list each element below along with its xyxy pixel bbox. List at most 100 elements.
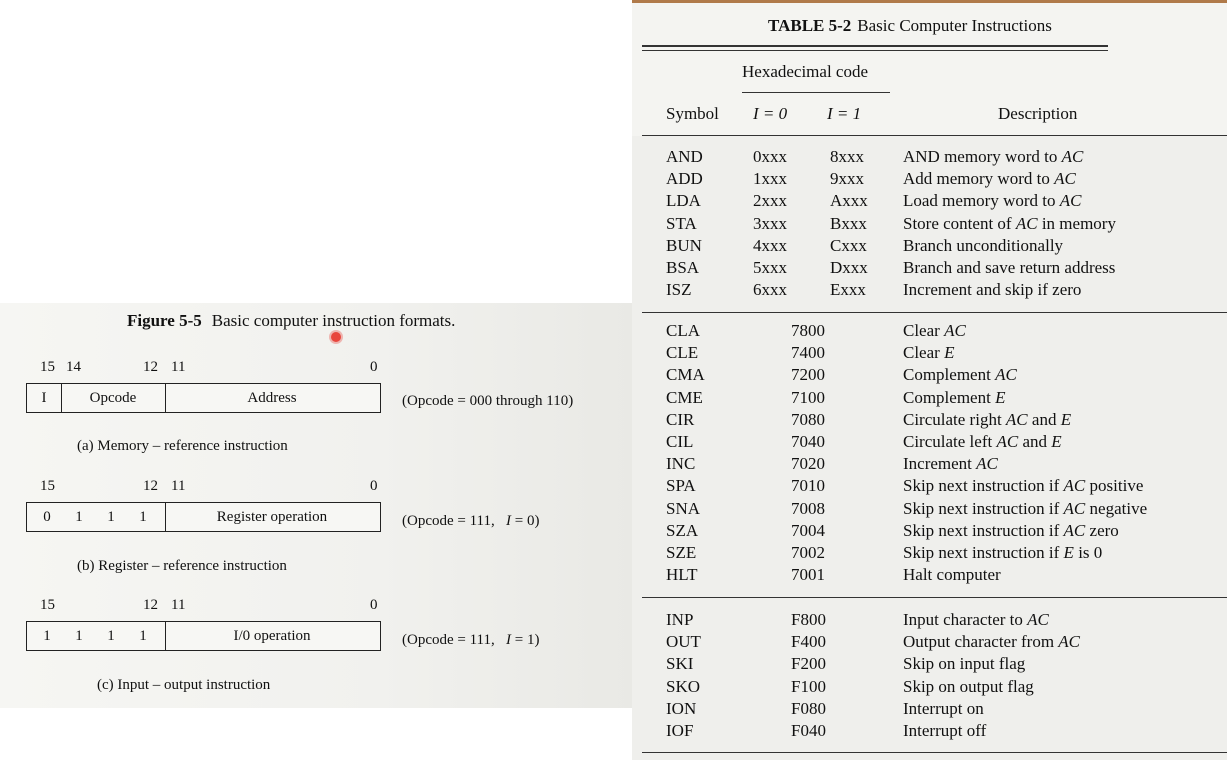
symbol-cell: SNA bbox=[666, 498, 701, 518]
table-row: ISZ 6xxx Exxx Increment and skip if zero bbox=[632, 280, 1227, 302]
bit-12-label: 12 bbox=[143, 478, 158, 494]
field-divider bbox=[61, 384, 62, 412]
format-caption: (b) Register – reference instruction bbox=[77, 558, 287, 574]
instruction-format-box: I Opcode Address bbox=[26, 383, 381, 413]
hex-code-cell: 7020 bbox=[791, 454, 825, 474]
hex-i1-cell: Exxx bbox=[830, 280, 866, 300]
opcode-note-prefix: (Opcode = 111, bbox=[402, 513, 495, 529]
hex-code-cell: 7080 bbox=[791, 409, 825, 429]
table-label: TABLE 5-2 bbox=[768, 16, 852, 35]
symbol-cell: CLE bbox=[666, 343, 699, 363]
bit-12-label: 12 bbox=[143, 359, 158, 375]
symbol-cell: AND bbox=[666, 147, 703, 166]
table-row: STA 3xxx Bxxx Store content of AC in memory bbox=[632, 214, 1227, 236]
hex-i0-cell: 3xxx bbox=[753, 213, 787, 233]
hex-i0-cell: 2xxx bbox=[753, 191, 787, 211]
indirect-symbol: I bbox=[506, 632, 511, 648]
hex-i0-cell: 6xxx bbox=[753, 280, 787, 300]
symbol-cell: LDA bbox=[666, 191, 701, 211]
hex-i1-cell: Cxxx bbox=[830, 235, 867, 255]
table-row: CLA 7800 Clear AC bbox=[632, 321, 1227, 343]
hex-code-cell: 7040 bbox=[791, 432, 825, 451]
table-title-text: Basic Computer Instructions bbox=[857, 16, 1052, 35]
hex-code-cell: F200 bbox=[791, 654, 826, 674]
description-cell: Skip next instruction if E is 0 bbox=[903, 543, 1103, 562]
table-title: TABLE 5-2 Basic Computer Instructions bbox=[768, 16, 1052, 36]
hex-code-cell: 7010 bbox=[791, 476, 825, 496]
symbol-cell: SZA bbox=[666, 520, 699, 540]
field-divider bbox=[165, 503, 166, 531]
figure-title: Figure 5-5 Basic computer instruction for… bbox=[127, 311, 455, 331]
table-panel: TABLE 5-2 Basic Computer Instructions Hex… bbox=[632, 0, 1227, 760]
figure-panel: Figure 5-5 Basic computer instruction for… bbox=[0, 303, 632, 708]
hex-code-cell: F800 bbox=[791, 610, 826, 629]
description-cell: Output character from AC bbox=[903, 632, 1081, 652]
bit-12-label: 12 bbox=[143, 597, 158, 613]
bit-15-label: 15 bbox=[40, 359, 55, 375]
description-cell: Halt computer bbox=[903, 565, 1001, 585]
hex-code-cell: 7100 bbox=[791, 387, 825, 407]
rule-top-2 bbox=[642, 50, 1108, 51]
symbol-cell: SKO bbox=[666, 676, 701, 696]
description-cell: Branch and save return address bbox=[903, 258, 1116, 277]
opcode-note: (Opcode = 111, I = 1) bbox=[402, 632, 539, 649]
address-field: Address bbox=[247, 389, 297, 406]
symbol-cell: OUT bbox=[666, 632, 701, 652]
description-cell: Store content of AC in memory bbox=[903, 213, 1116, 233]
hex-i1-cell: Dxxx bbox=[830, 258, 868, 277]
description-cell: AND memory word to AC bbox=[903, 147, 1084, 166]
opcode-field: Opcode bbox=[89, 389, 137, 406]
symbol-cell: ION bbox=[666, 698, 697, 718]
symbol-cell: SPA bbox=[666, 476, 696, 496]
opcode-bit: 1 bbox=[139, 627, 147, 644]
table-row: INP F800 Input character to AC bbox=[632, 610, 1227, 632]
opcode-note: (Opcode = 000 through 110) bbox=[402, 393, 574, 409]
hex-code-cell: F080 bbox=[791, 698, 826, 718]
table-row: SPA 7010 Skip next instruction if AC posit… bbox=[632, 476, 1227, 498]
description-cell: Increment and skip if zero bbox=[903, 280, 1082, 300]
symbol-cell: SZE bbox=[666, 543, 697, 562]
description-cell: Circulate left AC and E bbox=[903, 432, 1062, 451]
header-rule bbox=[642, 135, 1227, 136]
hex-i0-cell: 5xxx bbox=[753, 258, 787, 277]
section-rule bbox=[642, 312, 1227, 313]
table-row: ION F080 Interrupt on bbox=[632, 699, 1227, 721]
table-row: CME 7100 Complement E bbox=[632, 388, 1227, 410]
table-row: SZA 7004 Skip next instruction if AC zero bbox=[632, 521, 1227, 543]
instruction-format-box: 0 1 1 1 Register operation bbox=[26, 502, 381, 532]
hex-code-cell: 7400 bbox=[791, 343, 825, 363]
description-cell: Skip next instruction if AC negative bbox=[903, 498, 1148, 518]
hex-code-cell: F100 bbox=[791, 676, 826, 696]
description-cell: Interrupt off bbox=[903, 721, 987, 740]
symbol-cell: CMA bbox=[666, 365, 705, 385]
table-row: HLT 7001 Halt computer bbox=[632, 565, 1227, 587]
hex-i1-cell: Axxx bbox=[830, 191, 868, 211]
opcode-bit: 1 bbox=[139, 508, 147, 525]
description-cell: Increment AC bbox=[903, 454, 998, 474]
format-caption: (c) Input – output instruction bbox=[97, 677, 271, 693]
table-row: SNA 7008 Skip next instruction if AC negat… bbox=[632, 499, 1227, 521]
hex-i1-cell: 9xxx bbox=[830, 169, 864, 189]
figure-caption-text: Basic computer instruction formats. bbox=[211, 311, 456, 330]
mouse-cursor-indicator bbox=[331, 332, 341, 342]
description-column-header: Description bbox=[998, 104, 1078, 123]
opcode-note: (Opcode = 111, I = 0) bbox=[402, 513, 539, 530]
description-cell: Skip next instruction if AC positive bbox=[903, 476, 1144, 496]
opcode-bit: 1 bbox=[107, 508, 115, 525]
symbol-cell: INP bbox=[666, 610, 694, 629]
bit-0-label: 0 bbox=[370, 478, 378, 494]
hex-group-header: Hexadecimal code bbox=[742, 62, 869, 81]
bit-0-label: 0 bbox=[370, 597, 378, 613]
hex-code-cell: 7002 bbox=[791, 543, 825, 562]
description-cell: Clear AC bbox=[903, 321, 966, 340]
symbol-cell: INC bbox=[666, 454, 696, 474]
table-row: ADD 1xxx 9xxx Add memory word to AC bbox=[632, 169, 1227, 191]
symbol-cell: ADD bbox=[666, 169, 703, 189]
symbol-cell: SKI bbox=[666, 654, 694, 674]
hex-i1-cell: Bxxx bbox=[830, 213, 867, 233]
symbol-cell: CIL bbox=[666, 432, 694, 451]
field-divider bbox=[165, 384, 166, 412]
hex-i0-cell: 4xxx bbox=[753, 235, 787, 255]
description-cell: Add memory word to AC bbox=[903, 169, 1076, 189]
opcode-bit: 1 bbox=[107, 627, 115, 644]
